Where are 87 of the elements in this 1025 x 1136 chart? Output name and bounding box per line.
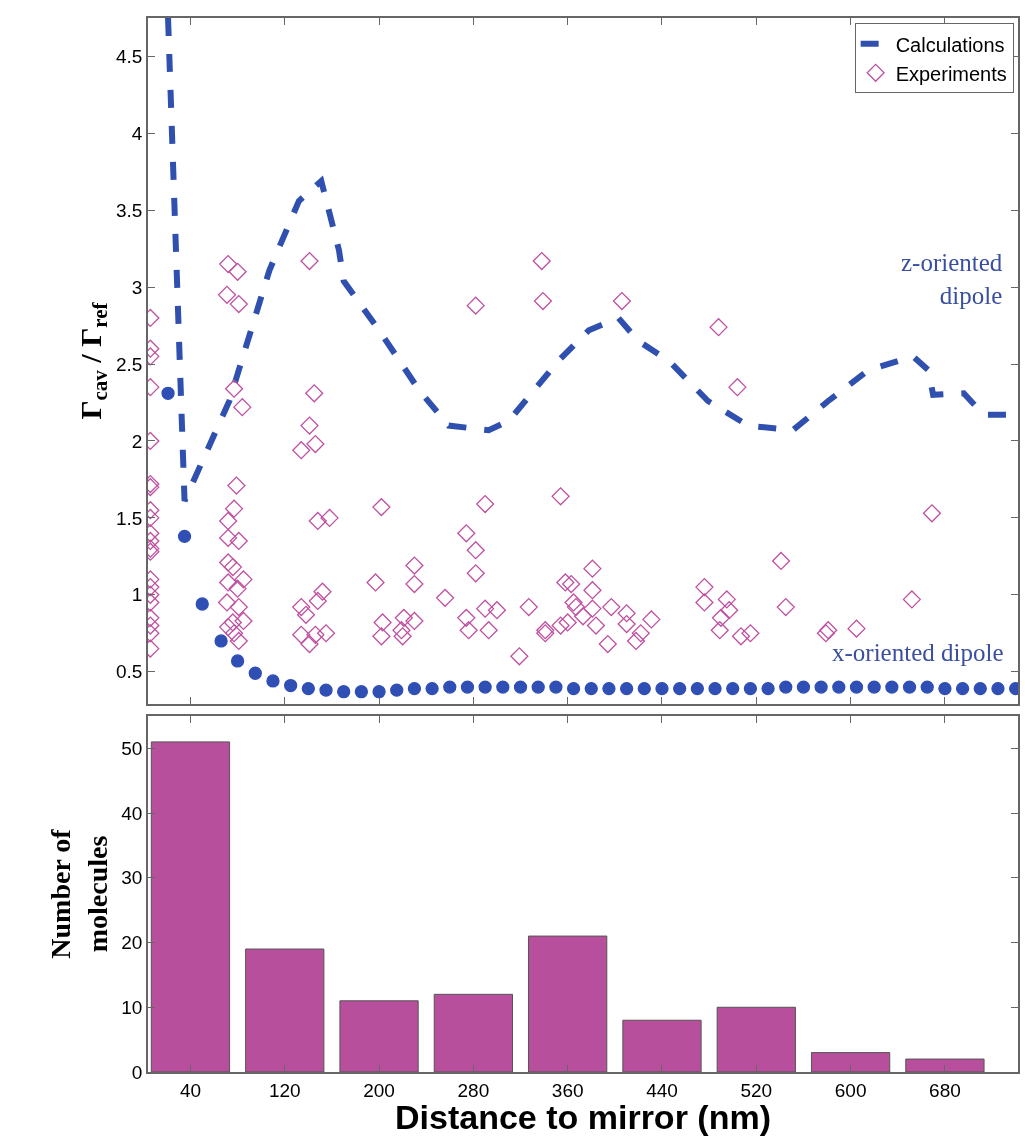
point: [425, 681, 439, 696]
point: [779, 680, 793, 694]
y-tick-label: 0.5: [116, 661, 143, 683]
point: [161, 386, 175, 400]
annotation: x-oriented dipole: [832, 639, 1004, 666]
bar: [716, 1006, 796, 1072]
bar: [810, 1052, 891, 1072]
point: [973, 681, 987, 696]
y-tick-label: 3: [131, 276, 143, 298]
point: [319, 683, 333, 697]
y-tick-label: 2.5: [116, 353, 143, 375]
bar: [905, 1058, 985, 1072]
point: [354, 685, 369, 699]
point: [761, 681, 775, 696]
point: [372, 685, 386, 699]
bar: [528, 935, 608, 1072]
y-tick-label: 10: [121, 996, 143, 1018]
x-tick-label: 440: [646, 1079, 678, 1101]
y-tick-label: 4: [131, 123, 143, 145]
x-tick-label: 600: [834, 1079, 867, 1101]
y-tick-label: 3.5: [116, 199, 143, 221]
point: [301, 681, 315, 696]
point: [266, 674, 280, 688]
y-tick-label: 1: [131, 584, 143, 606]
x-axis-title: Distance to mirror (nm): [395, 1098, 771, 1136]
annotation: z-oriented dipole: [901, 249, 1003, 309]
bar: [339, 1000, 419, 1072]
point: [796, 680, 811, 694]
point: [478, 680, 492, 694]
point: [726, 681, 740, 696]
point: [690, 681, 704, 696]
bar: [622, 1019, 702, 1072]
y-axis-title: Number of molecules: [45, 828, 113, 959]
y-tick-label: 2: [131, 430, 143, 452]
x-tick-label: 120: [268, 1079, 301, 1101]
bar: [433, 993, 513, 1072]
point: [991, 681, 1005, 696]
point: [637, 681, 651, 696]
point: [619, 681, 634, 696]
y-tick-label: 20: [121, 932, 143, 954]
x-tick-label: 360: [551, 1079, 584, 1101]
point: [195, 597, 209, 611]
point: [867, 680, 881, 694]
point: [849, 680, 864, 694]
point: [920, 680, 934, 694]
point: [460, 680, 475, 694]
point: [655, 681, 669, 696]
point: [513, 680, 528, 694]
legend-label: Experiments: [895, 62, 1007, 85]
point: [955, 681, 970, 696]
x-tick-label: 680: [929, 1079, 961, 1101]
x-tick-label: 280: [457, 1079, 490, 1101]
y-tick-label: 30: [121, 867, 143, 889]
point: [584, 681, 598, 696]
point: [177, 529, 192, 543]
legend-label: Calculations: [895, 33, 1005, 56]
point: [390, 683, 404, 697]
point: [902, 680, 917, 694]
y-tick-label: 0: [131, 1061, 143, 1083]
point: [549, 680, 563, 694]
point: [230, 654, 245, 668]
point: [531, 680, 545, 694]
y-tick-label: 4.5: [116, 46, 143, 68]
point: [673, 681, 687, 696]
point: [248, 666, 262, 680]
point: [214, 634, 228, 648]
x-tick-label: 520: [740, 1079, 773, 1101]
point: [407, 681, 422, 696]
point: [885, 680, 899, 694]
x-tick-label: 40: [179, 1079, 202, 1101]
x-tick-label: 200: [363, 1079, 395, 1101]
point: [938, 681, 952, 696]
point: [337, 685, 351, 699]
point: [814, 680, 828, 694]
bar: [245, 948, 325, 1072]
point: [708, 681, 722, 696]
point: [832, 680, 846, 694]
point: [496, 680, 510, 694]
bar: [150, 741, 231, 1072]
y-tick-label: 40: [121, 802, 143, 824]
point: [566, 681, 581, 696]
point: [284, 678, 298, 693]
point: [443, 680, 457, 694]
point: [743, 681, 758, 696]
point: [602, 681, 616, 696]
y-tick-label: 50: [121, 738, 143, 760]
y-tick-label: 1.5: [116, 507, 143, 529]
